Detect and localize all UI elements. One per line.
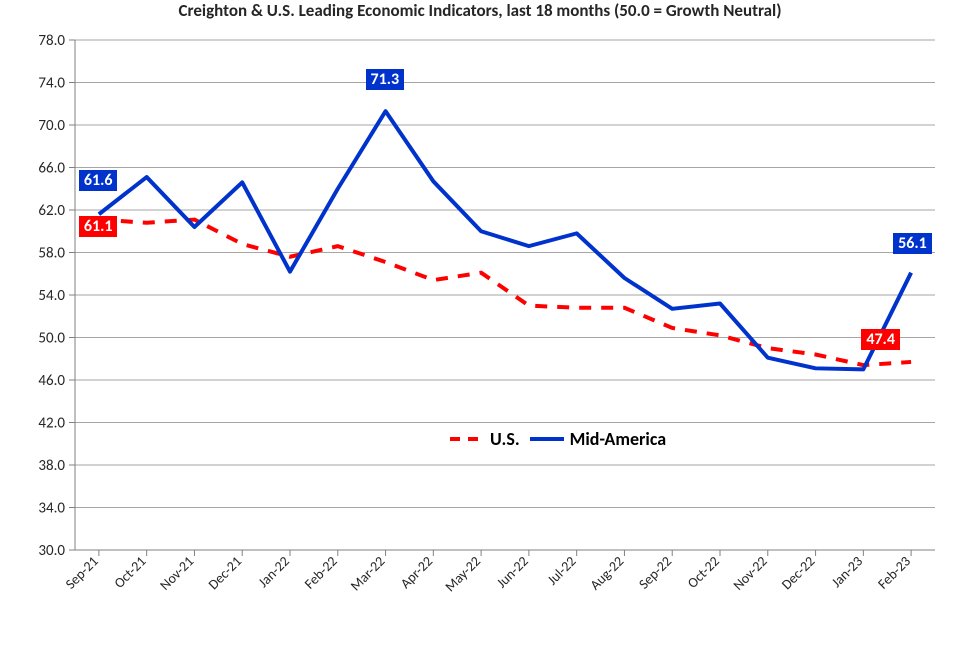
legend-item: U.S. bbox=[450, 428, 520, 450]
chart-container: Creighton & U.S. Leading Economic Indica… bbox=[0, 0, 960, 650]
svg-text:May-22: May-22 bbox=[442, 553, 484, 595]
svg-text:34.0: 34.0 bbox=[38, 500, 65, 518]
svg-text:66.0: 66.0 bbox=[38, 160, 65, 178]
svg-text:Apr-22: Apr-22 bbox=[397, 553, 436, 592]
svg-text:Nov-21: Nov-21 bbox=[156, 553, 197, 594]
svg-text:50.0: 50.0 bbox=[38, 330, 65, 348]
svg-text:Oct-22: Oct-22 bbox=[684, 553, 723, 592]
data-label: 61.6 bbox=[79, 170, 118, 191]
svg-text:Dec-21: Dec-21 bbox=[205, 553, 245, 593]
svg-text:46.0: 46.0 bbox=[38, 372, 65, 390]
chart-title: Creighton & U.S. Leading Economic Indica… bbox=[0, 0, 960, 21]
legend-item: Mid-America bbox=[530, 428, 667, 450]
svg-text:Dec-22: Dec-22 bbox=[778, 553, 818, 593]
data-label: 56.1 bbox=[893, 233, 932, 254]
legend-label: U.S. bbox=[490, 428, 520, 450]
svg-text:Nov-22: Nov-22 bbox=[730, 553, 771, 594]
svg-text:54.0: 54.0 bbox=[38, 287, 65, 305]
svg-text:38.0: 38.0 bbox=[38, 457, 65, 475]
svg-text:30.0: 30.0 bbox=[38, 542, 65, 560]
svg-text:Jun-22: Jun-22 bbox=[493, 553, 532, 592]
chart-plot: 30.0 34.0 38.0 42.0 46.0 50.0 54.0 58.0 62.0 66.0… bbox=[0, 0, 960, 650]
svg-text:78.0: 78.0 bbox=[38, 32, 65, 50]
svg-text:Aug-22: Aug-22 bbox=[587, 553, 628, 594]
svg-text:Jul-22: Jul-22 bbox=[544, 553, 580, 589]
legend: U.S. Mid-America bbox=[450, 428, 666, 450]
svg-text:Feb-23: Feb-23 bbox=[874, 553, 914, 593]
legend-swatch bbox=[530, 437, 564, 441]
svg-text:70.0: 70.0 bbox=[38, 117, 65, 135]
svg-text:Mar-22: Mar-22 bbox=[347, 553, 388, 594]
svg-text:Jan-22: Jan-22 bbox=[255, 553, 293, 591]
data-label: 47.4 bbox=[861, 329, 900, 350]
data-label: 61.1 bbox=[79, 216, 118, 237]
svg-text:42.0: 42.0 bbox=[38, 415, 65, 433]
svg-text:Jan-23: Jan-23 bbox=[828, 553, 866, 591]
svg-text:62.0: 62.0 bbox=[38, 202, 65, 220]
svg-text:74.0: 74.0 bbox=[38, 75, 65, 93]
legend-label: Mid-America bbox=[570, 428, 667, 450]
svg-text:58.0: 58.0 bbox=[38, 245, 65, 263]
svg-text:Sep-21: Sep-21 bbox=[62, 553, 102, 593]
data-label: 71.3 bbox=[366, 69, 405, 90]
svg-text:Oct-21: Oct-21 bbox=[111, 553, 150, 592]
svg-text:Feb-22: Feb-22 bbox=[301, 553, 341, 593]
legend-swatch bbox=[450, 437, 484, 441]
svg-text:Sep-22: Sep-22 bbox=[635, 553, 675, 593]
